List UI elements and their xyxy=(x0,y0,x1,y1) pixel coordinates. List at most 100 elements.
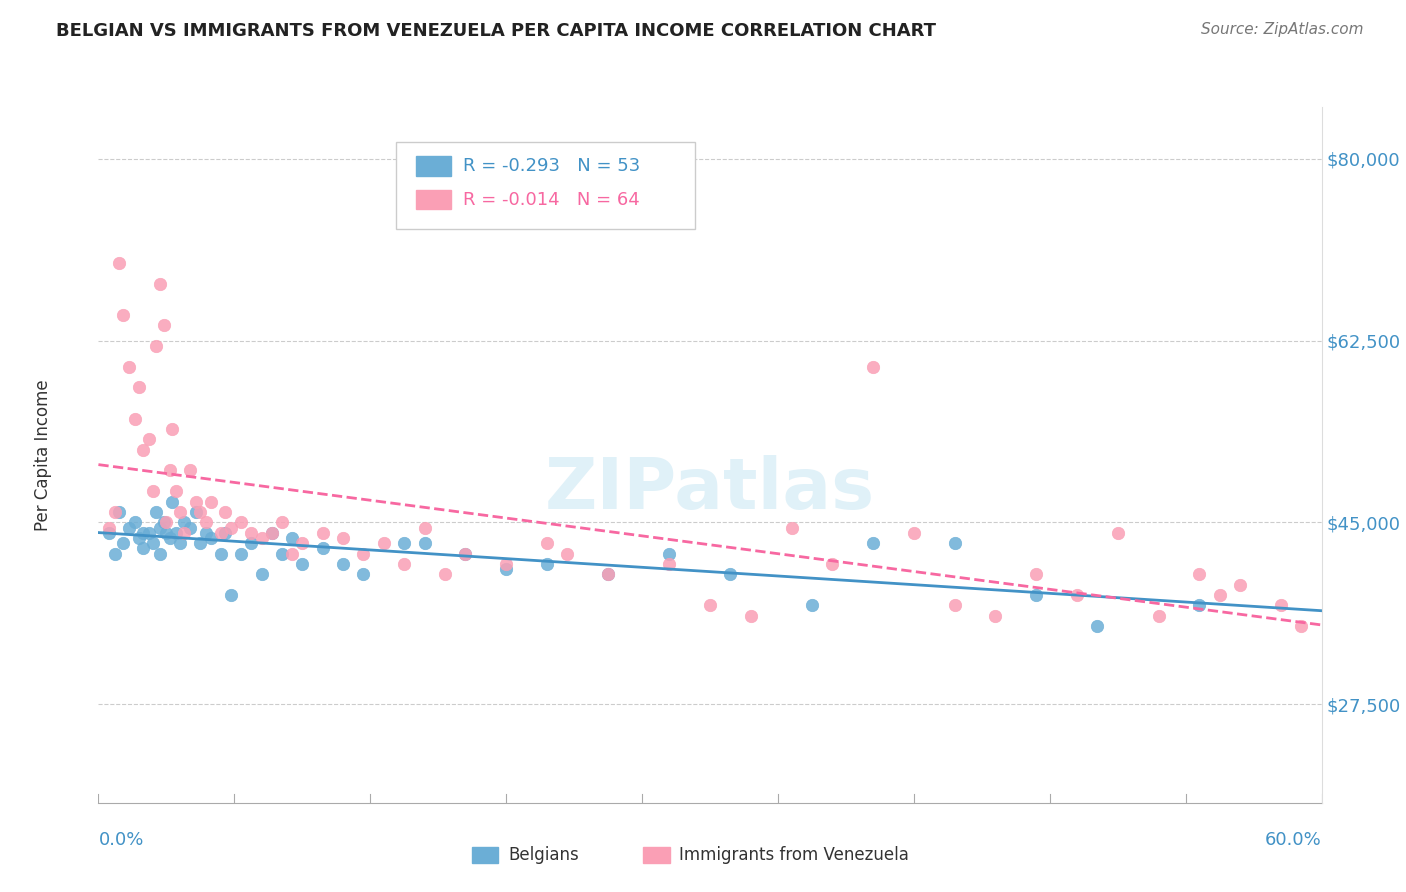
Point xyxy=(1209,588,1232,602)
Point xyxy=(413,520,436,534)
Text: R = -0.293   N = 53: R = -0.293 N = 53 xyxy=(463,157,640,175)
Point xyxy=(179,520,201,534)
Point xyxy=(1025,588,1047,602)
Point xyxy=(108,505,131,519)
Point xyxy=(780,520,803,534)
Point xyxy=(209,547,232,561)
Point xyxy=(124,411,146,425)
Point xyxy=(145,339,167,353)
Point xyxy=(658,547,681,561)
FancyBboxPatch shape xyxy=(395,142,696,229)
Point xyxy=(97,525,120,540)
Point xyxy=(149,520,172,534)
Point xyxy=(801,599,824,613)
Point xyxy=(598,567,620,582)
Point xyxy=(240,536,263,550)
Point xyxy=(188,536,212,550)
Point xyxy=(291,536,314,550)
Point xyxy=(392,536,416,550)
Point xyxy=(984,608,1007,623)
Point xyxy=(1291,619,1313,633)
Point xyxy=(186,494,208,508)
Point xyxy=(392,557,416,571)
Point xyxy=(291,557,314,571)
Point xyxy=(219,588,242,602)
Point xyxy=(332,531,354,545)
Point xyxy=(260,525,283,540)
Point xyxy=(155,525,177,540)
Point xyxy=(943,599,966,613)
Point xyxy=(231,516,253,530)
Text: R = -0.014   N = 64: R = -0.014 N = 64 xyxy=(463,191,640,209)
Point xyxy=(312,525,335,540)
Point xyxy=(159,463,181,477)
Point xyxy=(152,516,174,530)
Point xyxy=(536,557,558,571)
Point xyxy=(260,525,283,540)
Text: Immigrants from Venezuela: Immigrants from Venezuela xyxy=(679,846,910,864)
Point xyxy=(142,536,165,550)
FancyBboxPatch shape xyxy=(643,847,669,863)
Point xyxy=(195,516,218,530)
Point xyxy=(1270,599,1292,613)
Point xyxy=(821,557,844,571)
Text: Belgians: Belgians xyxy=(508,846,579,864)
Point xyxy=(159,531,181,545)
Point xyxy=(1107,525,1129,540)
Point xyxy=(128,531,150,545)
Text: ZIPatlas: ZIPatlas xyxy=(546,455,875,524)
Point xyxy=(250,567,273,582)
Text: 0.0%: 0.0% xyxy=(98,830,143,848)
Point xyxy=(903,525,925,540)
Text: 60.0%: 60.0% xyxy=(1265,830,1322,848)
Point xyxy=(97,520,120,534)
Point xyxy=(352,567,374,582)
Point xyxy=(169,536,191,550)
Point xyxy=(352,547,374,561)
Point xyxy=(169,505,191,519)
Point xyxy=(111,536,134,550)
Point xyxy=(132,442,155,457)
Point xyxy=(1229,578,1251,592)
Point xyxy=(495,557,517,571)
Point xyxy=(186,505,208,519)
Point xyxy=(740,608,762,623)
FancyBboxPatch shape xyxy=(416,156,451,176)
Point xyxy=(598,567,620,582)
Point xyxy=(152,318,174,332)
Point xyxy=(536,536,558,550)
Point xyxy=(179,463,201,477)
Point xyxy=(373,536,395,550)
Point xyxy=(1188,599,1211,613)
Point xyxy=(160,494,183,508)
FancyBboxPatch shape xyxy=(416,190,451,210)
Point xyxy=(138,433,160,447)
Point xyxy=(200,531,222,545)
Point xyxy=(149,277,172,291)
Point xyxy=(104,547,127,561)
Point xyxy=(132,541,155,556)
Point xyxy=(108,256,131,270)
Point xyxy=(862,359,884,374)
FancyBboxPatch shape xyxy=(471,847,498,863)
Point xyxy=(104,505,127,519)
Point xyxy=(1025,567,1047,582)
Point xyxy=(557,547,579,561)
Point xyxy=(270,516,294,530)
Point xyxy=(281,547,304,561)
Point xyxy=(454,547,477,561)
Point xyxy=(165,525,187,540)
Point xyxy=(155,516,177,530)
Point xyxy=(240,525,263,540)
Point xyxy=(219,520,242,534)
Point xyxy=(270,547,294,561)
Point xyxy=(1085,619,1108,633)
Point xyxy=(1147,608,1170,623)
Point xyxy=(495,562,517,576)
Text: Source: ZipAtlas.com: Source: ZipAtlas.com xyxy=(1201,22,1364,37)
Point xyxy=(332,557,354,571)
Point xyxy=(188,505,212,519)
Point xyxy=(658,557,681,571)
Point xyxy=(145,505,167,519)
Point xyxy=(214,525,236,540)
